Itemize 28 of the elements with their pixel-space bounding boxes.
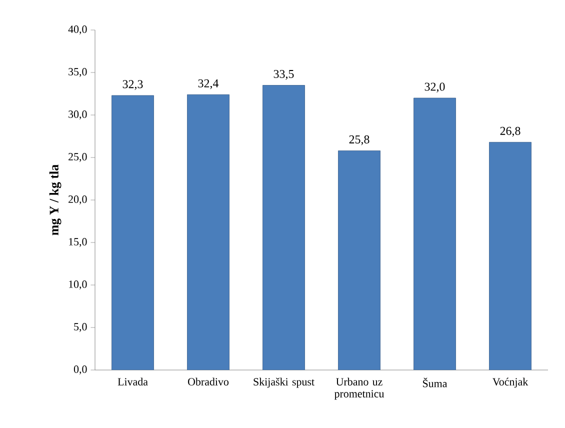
y-tick-label: 20,0	[68, 196, 87, 204]
bar	[262, 85, 305, 370]
bar	[187, 94, 230, 370]
x-tick-label: Obradivo	[188, 378, 229, 386]
data-label: 25,8	[349, 135, 370, 146]
y-tick-label: 15,0	[69, 238, 87, 247]
x-tick-label: Livada	[118, 378, 148, 386]
y-axis-title: mg Y / kg tla	[49, 164, 62, 236]
data-label: 33,5	[274, 70, 294, 80]
bar	[414, 98, 456, 370]
x-tick-label: Skijaški spust	[254, 378, 314, 388]
x-tick-label: Voćnjak	[492, 378, 528, 388]
bar	[112, 95, 154, 370]
y-tick-label: 30,0	[68, 110, 87, 120]
data-label: 32,4	[198, 79, 219, 90]
bar	[338, 150, 380, 370]
y-tick-label: 10,0	[69, 280, 87, 290]
data-label: 32,0	[424, 82, 445, 92]
y-tick-label: 25,0	[68, 153, 87, 162]
y-tick-label: 40,0	[68, 26, 87, 34]
data-label: 26,8	[500, 126, 520, 137]
x-tick-label: Urbano uz prometnicu	[334, 378, 384, 400]
y-tick-label: 35,0	[68, 68, 87, 77]
data-label: 32,3	[122, 80, 143, 90]
y-tick-label: 5,0	[74, 323, 87, 332]
x-tick-label: Šuma	[423, 378, 448, 388]
bar	[489, 142, 532, 370]
y-tick-label: 0,0	[74, 366, 87, 374]
